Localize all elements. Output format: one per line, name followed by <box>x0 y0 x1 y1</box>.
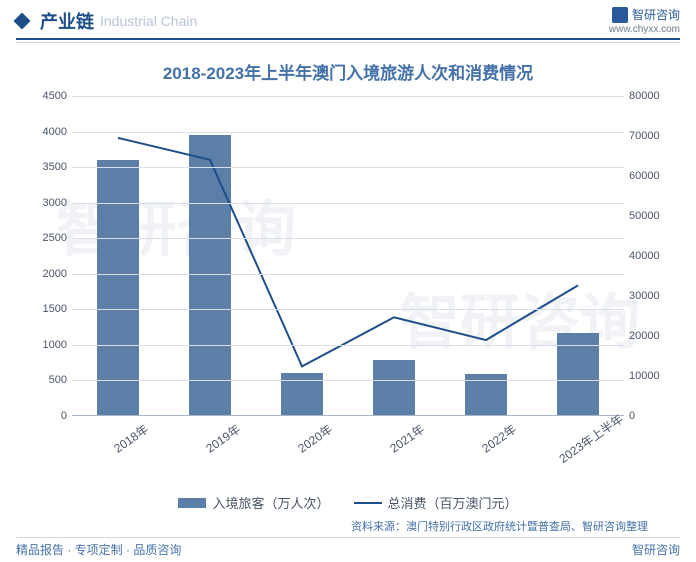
bar <box>97 160 139 415</box>
bar <box>189 135 231 415</box>
gridline <box>72 96 624 97</box>
brand-url: www.chyxx.com <box>609 24 680 35</box>
divider-main <box>16 38 680 40</box>
y-left-tick: 3500 <box>32 161 67 173</box>
gridline <box>72 167 624 168</box>
gridline <box>72 274 624 275</box>
gridline <box>72 132 624 133</box>
source-text: 资料来源：澳门特别行政区政府统计暨普查局、智研咨询整理 <box>32 518 648 534</box>
y-left-tick: 4500 <box>32 90 67 102</box>
x-axis-labels: 2018年2019年2020年2021年2022年2023年上半年 <box>72 420 624 451</box>
brand-name: 智研咨询 <box>632 6 680 23</box>
y-right-tick: 80000 <box>629 90 669 102</box>
y-right-tick: 30000 <box>629 290 669 302</box>
bar-slot <box>164 96 256 415</box>
legend-item-line: 总消费（百万澳门元） <box>354 493 518 512</box>
bars-group <box>72 96 624 415</box>
gridline <box>72 309 624 310</box>
gridline <box>72 238 624 239</box>
bar-slot <box>532 96 624 415</box>
y-right-tick: 60000 <box>629 170 669 182</box>
legend-line-label: 总消费（百万澳门元） <box>388 493 518 512</box>
y-left-tick: 3000 <box>32 197 67 209</box>
footer-right: 智研咨询 <box>632 541 680 558</box>
brand-top: 智研咨询 <box>612 6 680 23</box>
legend-bar-label: 入境旅客（万人次） <box>212 493 329 512</box>
legend: 入境旅客（万人次） 总消费（百万澳门元） <box>32 493 664 512</box>
y-right-tick: 20000 <box>629 330 669 342</box>
y-right-tick: 70000 <box>629 130 669 142</box>
y-left-tick: 2500 <box>32 232 67 244</box>
y-right-tick: 50000 <box>629 210 669 222</box>
bar-slot <box>256 96 348 415</box>
y-left-tick: 4000 <box>32 126 67 138</box>
legend-line-swatch <box>354 502 382 504</box>
y-left-tick: 500 <box>32 374 67 386</box>
gridline <box>72 380 624 381</box>
diamond-icon <box>14 13 31 30</box>
y-right-tick: 0 <box>629 410 669 422</box>
y-left-tick: 2000 <box>32 268 67 280</box>
footer: 精品报告 · 专项定制 · 品质咨询 智研咨询 <box>16 537 680 558</box>
legend-item-bar: 入境旅客（万人次） <box>178 493 329 512</box>
gridline <box>72 203 624 204</box>
divider-sub <box>16 42 680 43</box>
y-left-tick: 0 <box>32 410 67 422</box>
legend-bar-swatch <box>178 498 206 508</box>
y-left-tick: 1000 <box>32 339 67 351</box>
y-right-tick: 40000 <box>629 250 669 262</box>
section-title-en: Industrial Chain <box>100 13 197 29</box>
bar-slot <box>440 96 532 415</box>
gridline <box>72 345 624 346</box>
y-left-tick: 1500 <box>32 303 67 315</box>
plot-area: 0500100015002000250030003500400045000100… <box>72 96 624 416</box>
y-right-tick: 10000 <box>629 370 669 382</box>
brand-logo-icon <box>612 7 628 23</box>
bar-slot <box>72 96 164 415</box>
chart-title: 2018-2023年上半年澳门入境旅游人次和消费情况 <box>32 59 664 84</box>
chart-container: 智研咨询 智研咨询 2018-2023年上半年澳门入境旅游人次和消费情况 050… <box>16 51 680 511</box>
footer-left: 精品报告 · 专项定制 · 品质咨询 <box>16 541 181 558</box>
header: 产业链 Industrial Chain 智研咨询 www.chyxx.com <box>0 0 696 38</box>
section-title-cn: 产业链 <box>40 8 94 34</box>
bar <box>373 360 415 415</box>
bar-slot <box>348 96 440 415</box>
